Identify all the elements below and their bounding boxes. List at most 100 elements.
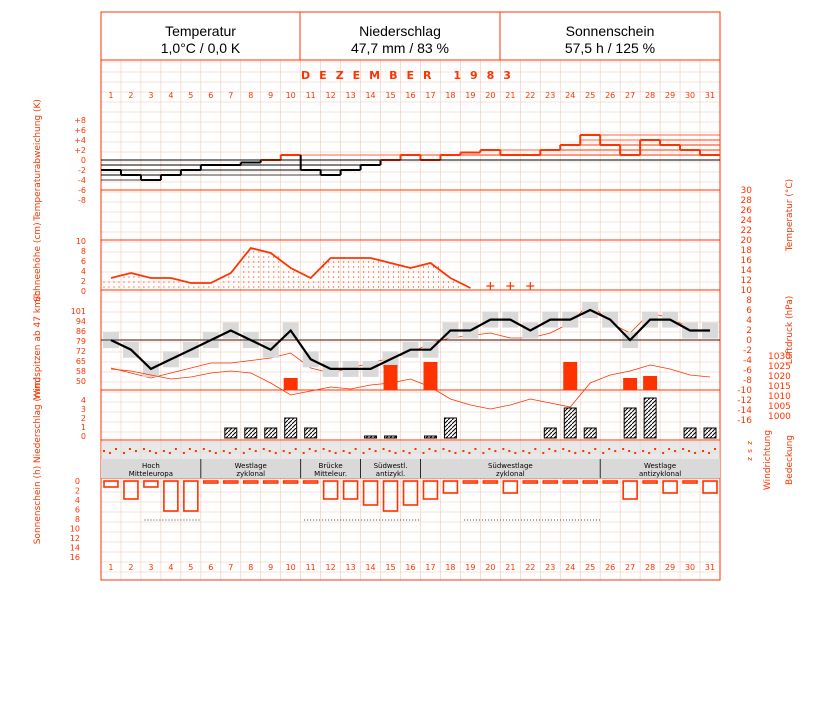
snow-dot xyxy=(253,276,255,278)
snow-dot xyxy=(323,261,325,263)
snow-dot xyxy=(138,281,140,283)
precip-bar xyxy=(583,427,597,439)
snow-dot xyxy=(268,286,270,288)
wind-tick: 79 xyxy=(76,337,86,346)
snow-dot xyxy=(343,281,345,283)
winddir-mark xyxy=(348,452,351,454)
snow-dot xyxy=(402,286,405,288)
sunshine-bar xyxy=(522,480,539,484)
snow-dot xyxy=(258,261,260,263)
winddir-mark xyxy=(368,448,371,450)
snow-dot xyxy=(392,276,395,278)
snow-dot xyxy=(382,271,385,273)
sunshine-bar xyxy=(482,480,499,484)
sunshine-norm-dot xyxy=(565,519,567,521)
winddir-mark xyxy=(668,448,671,450)
outer-frame xyxy=(100,11,721,581)
snow-dot xyxy=(273,276,275,278)
snow-tick: 4 xyxy=(81,267,86,276)
snow-dot xyxy=(338,286,340,288)
snow-dot xyxy=(258,266,260,268)
sunshine-norm-dot xyxy=(313,519,315,521)
pressure-tick: 1000 xyxy=(768,412,791,422)
snow-dot xyxy=(278,286,280,288)
sunshine-norm-dot xyxy=(415,519,417,521)
snow-dot xyxy=(417,276,420,278)
snow-dot xyxy=(148,286,150,288)
snow-dot xyxy=(387,271,390,273)
precip-bar xyxy=(244,427,258,439)
sun-tick: 4 xyxy=(75,496,80,505)
snow-dot xyxy=(223,281,225,283)
snow-dot xyxy=(397,281,400,283)
snow-dot xyxy=(273,281,275,283)
snow-dot xyxy=(432,286,435,288)
snow-dot xyxy=(163,286,165,288)
snow-dot xyxy=(283,281,285,283)
winddir-mark xyxy=(622,448,625,450)
winddir-mark xyxy=(414,448,417,450)
day-label-top: 15 xyxy=(385,91,395,100)
sunshine-norm-dot xyxy=(376,519,378,521)
month-title: DEZEMBER 1983 xyxy=(301,69,520,82)
storm-bar xyxy=(423,362,438,390)
pressure-tick: 1010 xyxy=(768,392,791,402)
winddir-mark xyxy=(534,448,537,450)
winddir-mark xyxy=(382,448,385,450)
snow-dot xyxy=(303,286,305,288)
snow-dot xyxy=(348,266,350,268)
snow-dot xyxy=(323,266,325,268)
storm-bar xyxy=(623,378,638,390)
sunshine-norm-dot xyxy=(198,519,200,521)
snow-dot xyxy=(377,281,380,283)
wind-tick: 65 xyxy=(76,357,86,366)
snow-dot xyxy=(168,286,170,288)
sunshine-norm-dot xyxy=(352,519,354,521)
snow-dot xyxy=(278,276,280,278)
snow-dot xyxy=(427,286,430,288)
snow-dot xyxy=(442,286,445,288)
sunshine-norm-dot xyxy=(526,519,528,521)
day-label-top: 18 xyxy=(445,91,455,100)
snow-dot xyxy=(348,261,350,263)
day-label-bottom: 2 xyxy=(128,563,133,572)
snow-dot xyxy=(392,271,395,273)
header-precipitation: Niederschlag 47,7 mm / 83 % xyxy=(300,12,500,60)
sunshine-norm-dot xyxy=(346,519,348,521)
snow-dot xyxy=(412,286,415,288)
snow-dot xyxy=(323,281,325,283)
snow-dot xyxy=(248,256,250,258)
snow-dot xyxy=(128,281,130,283)
sun-tick: 2 xyxy=(75,487,80,496)
snow-dot xyxy=(278,261,280,263)
snow-dot xyxy=(268,281,270,283)
snow-dot xyxy=(358,271,360,273)
temp-tick-right: 30 xyxy=(741,186,753,196)
temp-tick-right: 22 xyxy=(741,226,752,236)
precip-bar xyxy=(364,435,378,439)
sunshine-bar xyxy=(262,480,279,484)
snow-dot xyxy=(432,266,435,268)
sunshine-norm-dot xyxy=(189,519,191,521)
snow-dot xyxy=(108,286,110,288)
weather-type-sublabel: antizykl. xyxy=(376,470,405,478)
snow-dot xyxy=(358,286,360,288)
sunshine-norm-dot xyxy=(165,519,167,521)
sunshine-norm-dot xyxy=(466,519,468,521)
sunshine-norm-dot xyxy=(177,519,179,521)
sunshine-norm-dot xyxy=(493,519,495,521)
sunshine-norm-dot xyxy=(577,519,579,521)
snow-dot xyxy=(333,261,335,263)
snow-dot xyxy=(278,271,280,273)
day-label-top: 24 xyxy=(565,91,575,100)
precip-bar xyxy=(224,427,238,439)
day-label-bottom: 20 xyxy=(485,563,495,572)
wind-tick: 101 xyxy=(71,307,86,316)
axis-title-wind: Windspitzen ab 47 km/h xyxy=(33,291,43,400)
winddir-mark xyxy=(548,448,551,450)
snow-dot xyxy=(133,281,135,283)
winddir-mark xyxy=(154,452,157,454)
snow-dot xyxy=(338,276,340,278)
snow-dot xyxy=(407,271,410,273)
snow-dot xyxy=(203,286,205,288)
